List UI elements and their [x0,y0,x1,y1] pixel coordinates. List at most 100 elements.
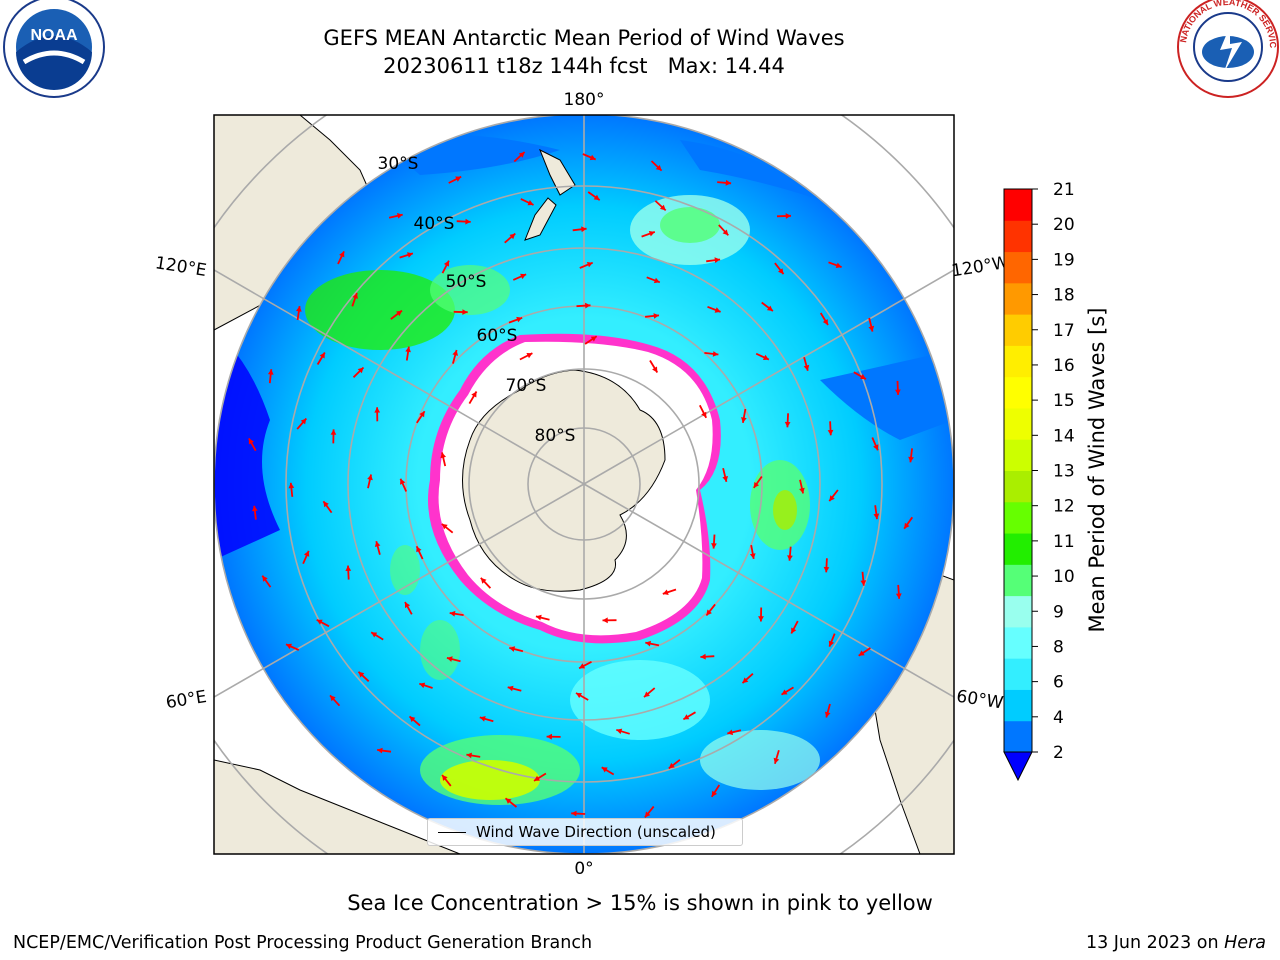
lat-label-60s: 60°S [477,326,518,346]
colorbar-tick-label: 18 [1053,286,1075,306]
wind-wave-arrowhead [701,411,707,418]
lat-label-80s: 80°S [535,426,576,446]
wind-wave-arrowhead [286,643,292,650]
wind-wave-arrowhead [712,351,719,357]
wind-wave-arrowhead [409,716,416,723]
wind-wave-arrowhead [303,550,310,557]
wind-wave-arrowhead [706,609,712,616]
land-new-zealand [524,148,576,241]
map-area [214,115,954,854]
legend-line-sample [438,831,466,833]
noaa-logo: NOAA [3,0,105,98]
wind-wave-arrowhead [868,325,875,332]
wind-wave-arrowhead [407,252,413,258]
colorbar-tick-label: 11 [1053,532,1075,552]
wind-wave-arrowhead [858,650,865,656]
wind-wave-arrowhead [452,350,458,356]
wind-wave-arrowhead [505,798,512,804]
wind-wave-arrowhead [535,614,542,621]
colorbar-tick-label: 8 [1053,637,1064,657]
wind-wave-arrowhead [652,366,658,373]
colorbar: 2 4 6 8 9 10 11 12 13 14 15 16 17 18 19 20 21 [1003,180,1075,782]
colorbar-tick-label: 4 [1053,708,1064,728]
wind-wave-arrowhead [405,602,411,609]
wind-wave-arrowhead [714,257,721,263]
wind-wave-arrowhead [895,389,901,395]
lon-label-120w: 120°W [950,253,1010,282]
nws-logo-text: NATIONAL WEATHER SERVICE [0,0,1278,49]
wind-wave-arrowhead [590,336,597,342]
wind-wave-arrowhead [520,273,527,280]
caption: Sea Ice Concentration > 15% is shown in … [347,891,933,915]
lon-label-0: 0° [574,859,593,879]
land-africa [214,759,461,854]
wind-wave-arrowhead [662,589,669,595]
colorbar-tick-label: 16 [1053,356,1075,376]
colorbar-swatch [1004,689,1032,722]
wind-wave-arrowhead [668,762,675,769]
wind-wave-arrowhead [758,616,764,622]
wind-wave-arrowhead [762,354,769,360]
colorbar-swatch [1004,595,1032,628]
wind-wave-arrowhead [396,310,402,317]
lon-label-180: 180° [564,90,605,110]
colorbar-swatch [1004,376,1032,409]
colorbar-swatch [1004,439,1032,471]
wind-wave-arrowhead [405,346,411,353]
colorbar-swatch [1004,407,1032,440]
wind-wave-arrowhead [571,810,577,817]
wind-wave-arrowhead [248,438,254,445]
wind-wave-arrowhead [466,752,472,759]
wind-wave-arrowhead [725,179,732,186]
wind-wave-arrowhead [262,575,268,582]
wind-wave-arrowhead [357,367,364,374]
lon-label-60w: 60°W [955,687,1005,714]
wind-wave-arrowhead [873,513,880,520]
wind-wave-arrowhead [518,152,525,158]
wind-wave-arrowhead [711,790,718,797]
wind-wave-arrowhead [371,632,378,638]
wind-wave-arrowhead [509,233,516,240]
colorbar-swatch [1004,189,1032,221]
colorbar-tick-label: 12 [1053,497,1075,517]
wind-wave-arrowhead [860,374,866,380]
wind-wave-arrowhead [742,677,749,684]
wind-wave-arrowhead [585,302,591,309]
wind-wave-arrowhead [377,747,383,754]
wind-wave-arrowhead [829,495,835,502]
wind-wave-arrowhead [330,429,337,435]
map-frame [213,114,955,855]
noaa-logo-text: NOAA [30,27,78,44]
lat-label-30s: 30°S [378,154,419,174]
wind-wave-arrowhead [462,309,468,315]
wind-wave-arrowhead [749,553,756,559]
colorbar-swatch [1004,251,1032,284]
lat-label-40s: 40°S [414,214,455,234]
wind-wave-arrowhead [653,277,660,284]
wind-wave-arrowhead [602,617,608,624]
wind-wave-arrowhead [822,319,828,325]
graticule [214,115,954,854]
wind-wave-arrowhead [784,421,791,428]
colorbar-tick-label: 21 [1053,180,1075,200]
colorbar-tick-label: 17 [1053,321,1075,341]
wind-wave-arrowhead [440,452,446,459]
wind-wave-arrowhead [700,653,706,660]
wind-wave-arrowhead [586,262,593,268]
chart-title: GEFS MEAN Antarctic Mean Period of Wind … [323,26,845,50]
wind-wave-arrowhead [593,194,600,201]
wind-wave-arrowhead [722,229,729,236]
footer-system: Hera [1224,933,1266,953]
wind-wave-arrowhead [873,444,879,451]
wind-wave-arrowhead [648,231,655,237]
wind-wave-arrowhead [711,543,717,549]
wind-wave-arrowhead [785,213,791,219]
lat-label-50s: 50°S [446,272,487,292]
colorbar-under-extension [1003,751,1033,782]
wind-wave-arrowhead [367,474,373,481]
wind-wave-arrowhead [581,226,587,233]
wind-wave-arrowhead [589,154,596,161]
wind-wave-arrowhead [267,369,274,375]
colorbar-tick-label: 14 [1053,426,1075,446]
